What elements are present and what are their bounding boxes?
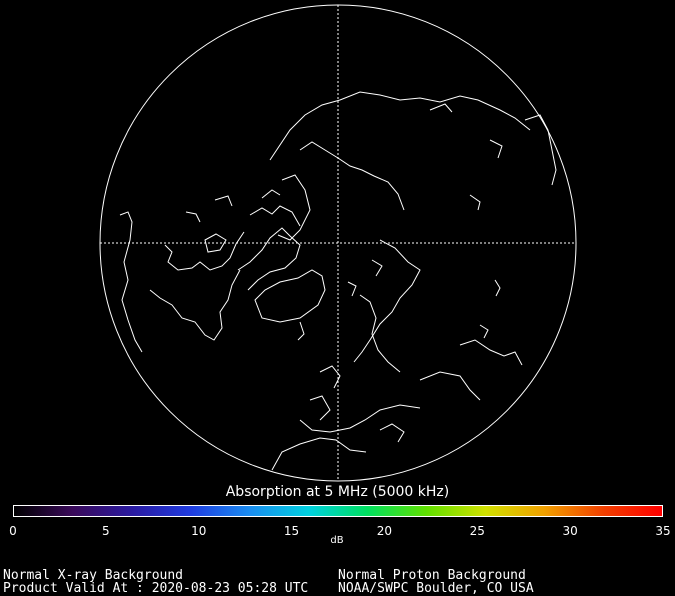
scale-unit: dB <box>330 535 344 546</box>
scale-tick-label: 15 <box>283 524 300 538</box>
proton-status: Normal Proton Background <box>338 568 526 583</box>
scale-tick-label: 30 <box>562 524 578 538</box>
valid-time: Product Valid At : 2020-08-23 05:28 UTC <box>3 581 309 596</box>
scale-tick-label: 20 <box>376 524 393 538</box>
xray-status: Normal X-ray Background <box>3 568 184 583</box>
scale-title: Absorption at 5 MHz (5000 kHz) <box>225 484 450 500</box>
scale-tick-label: 25 <box>469 524 485 538</box>
scale-tick-label: 10 <box>191 524 207 538</box>
polar-map <box>99 4 577 482</box>
scale-tick-label: 5 <box>102 524 110 538</box>
color-scale-bar <box>13 505 663 517</box>
scale-tick-label: 35 <box>655 524 671 538</box>
source-credit: NOAA/SWPC Boulder, CO USA <box>338 581 534 596</box>
scale-tick-label: 0 <box>9 524 17 538</box>
coastlines <box>119 91 557 471</box>
